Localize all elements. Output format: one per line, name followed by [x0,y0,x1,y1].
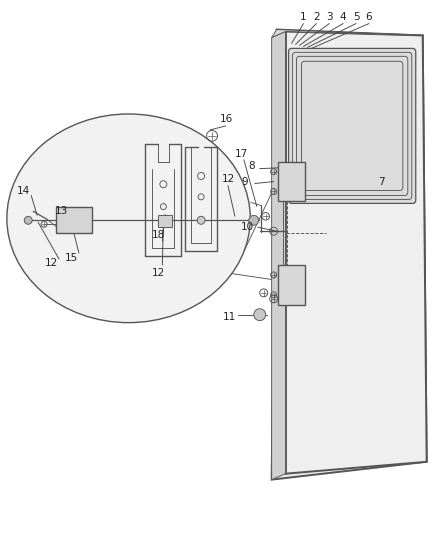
Ellipse shape [7,114,250,322]
Text: 6: 6 [366,12,372,22]
Text: 12: 12 [44,258,58,268]
Circle shape [197,216,205,224]
Text: 7: 7 [378,176,384,187]
Text: 12: 12 [152,268,165,278]
Polygon shape [272,31,286,480]
Bar [56,207,92,233]
Text: 17: 17 [235,149,248,159]
Circle shape [159,216,167,224]
Text: 12: 12 [221,174,235,183]
Bar [278,161,305,201]
Text: 8: 8 [248,160,255,171]
Polygon shape [272,29,423,37]
Circle shape [254,309,266,321]
Circle shape [249,215,259,225]
Bar [278,265,305,305]
Polygon shape [286,31,427,474]
Text: 15: 15 [64,253,78,263]
Text: 11: 11 [223,312,237,322]
Text: 14: 14 [17,187,30,197]
Text: 16: 16 [219,114,233,124]
Polygon shape [272,29,427,480]
Text: 4: 4 [340,12,346,22]
Text: 9: 9 [241,176,248,187]
Text: 2: 2 [313,12,320,22]
Text: 13: 13 [54,206,67,216]
Text: 5: 5 [353,12,360,22]
Bar [158,215,172,227]
Text: 18: 18 [152,230,165,240]
Text: 3: 3 [326,12,332,22]
Text: 1: 1 [300,12,307,22]
Circle shape [24,216,32,224]
FancyBboxPatch shape [289,49,416,204]
Text: 10: 10 [241,222,254,232]
